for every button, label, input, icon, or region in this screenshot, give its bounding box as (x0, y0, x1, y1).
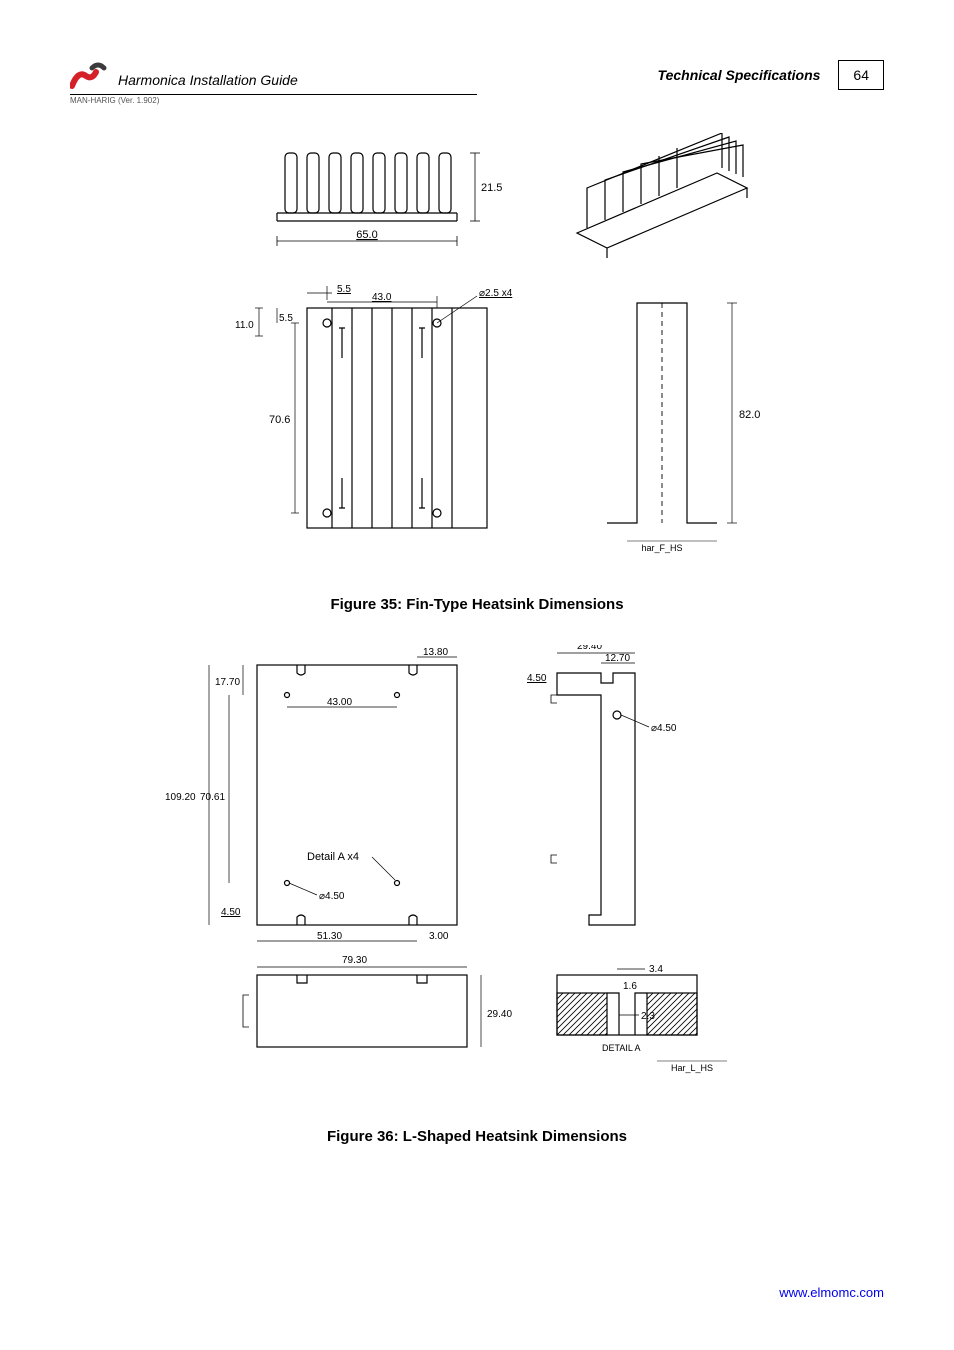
dim-phi25: ⌀2.5 x4 (479, 288, 513, 299)
dim-51-30: 51.30 (317, 931, 342, 942)
document-title: Harmonica Installation Guide (118, 72, 298, 90)
header-right: Technical Specifications 64 (658, 60, 884, 90)
dim-70-6: 70.6 (269, 414, 290, 426)
dim-82: 82.0 (739, 409, 760, 421)
detail-a-label: Detail A x4 (307, 851, 359, 863)
dim-12-70: 12.70 (605, 653, 630, 664)
dim-11: 11.0 (235, 320, 254, 331)
figure-36-block: 17.70 109.20 70.61 4.50 43.00 13.80 Deta… (70, 645, 884, 1145)
dim-109-20: 109.20 (165, 792, 196, 803)
dim-3-00: 3.00 (429, 931, 449, 942)
figure-35-block: 65.0 21.5 (70, 133, 884, 613)
dim-70-61: 70.61 (200, 792, 225, 803)
brand-logo-icon (70, 62, 108, 90)
header-rule (70, 94, 477, 95)
dim-13-80: 13.80 (423, 647, 448, 658)
dim-43: 43.0 (372, 292, 392, 303)
fig36-ref: Har_L_HS (671, 1063, 713, 1073)
section-title: Technical Specifications (658, 67, 821, 83)
dim-5-5b: 5.5 (279, 313, 293, 324)
dim-29-40: 29.40 (577, 645, 602, 652)
dim-3-4: 3.4 (649, 964, 663, 975)
dim-65: 65.0 (356, 229, 377, 241)
figure-35-drawing: 65.0 21.5 (167, 133, 787, 573)
figure-36-drawing: 17.70 109.20 70.61 4.50 43.00 13.80 Deta… (137, 645, 817, 1105)
dim-43-00: 43.00 (327, 697, 352, 708)
fig35-ref: har_F_HS (641, 543, 682, 553)
dim-phi450b: ⌀4.50 (651, 723, 677, 734)
page-number: 64 (838, 60, 884, 90)
dim-phi450a: ⌀4.50 (319, 891, 345, 902)
dim-1-6: 1.6 (623, 981, 637, 992)
document-id: MAN-HARIG (Ver. 1.902) (70, 96, 884, 105)
dim-4-50b: 4.50 (527, 673, 547, 684)
dim-5-5a: 5.5 (337, 284, 351, 295)
header-left: Harmonica Installation Guide (70, 62, 298, 90)
dim-4-50a: 4.50 (221, 907, 241, 918)
dim-29-40b: 29.40 (487, 1009, 512, 1020)
figure-35-caption: Figure 35: Fin-Type Heatsink Dimensions (70, 596, 884, 613)
footer-url[interactable]: www.elmomc.com (779, 1285, 884, 1300)
dim-2-3: 2.3 (641, 1011, 655, 1022)
dim-79-30: 79.30 (342, 955, 367, 966)
figure-36-caption: Figure 36: L-Shaped Heatsink Dimensions (70, 1128, 884, 1145)
detail-a-title: DETAIL A (602, 1043, 641, 1053)
dim-17-70: 17.70 (215, 677, 240, 688)
page-header: Harmonica Installation Guide Technical S… (70, 60, 884, 90)
dim-21-5: 21.5 (481, 182, 502, 194)
